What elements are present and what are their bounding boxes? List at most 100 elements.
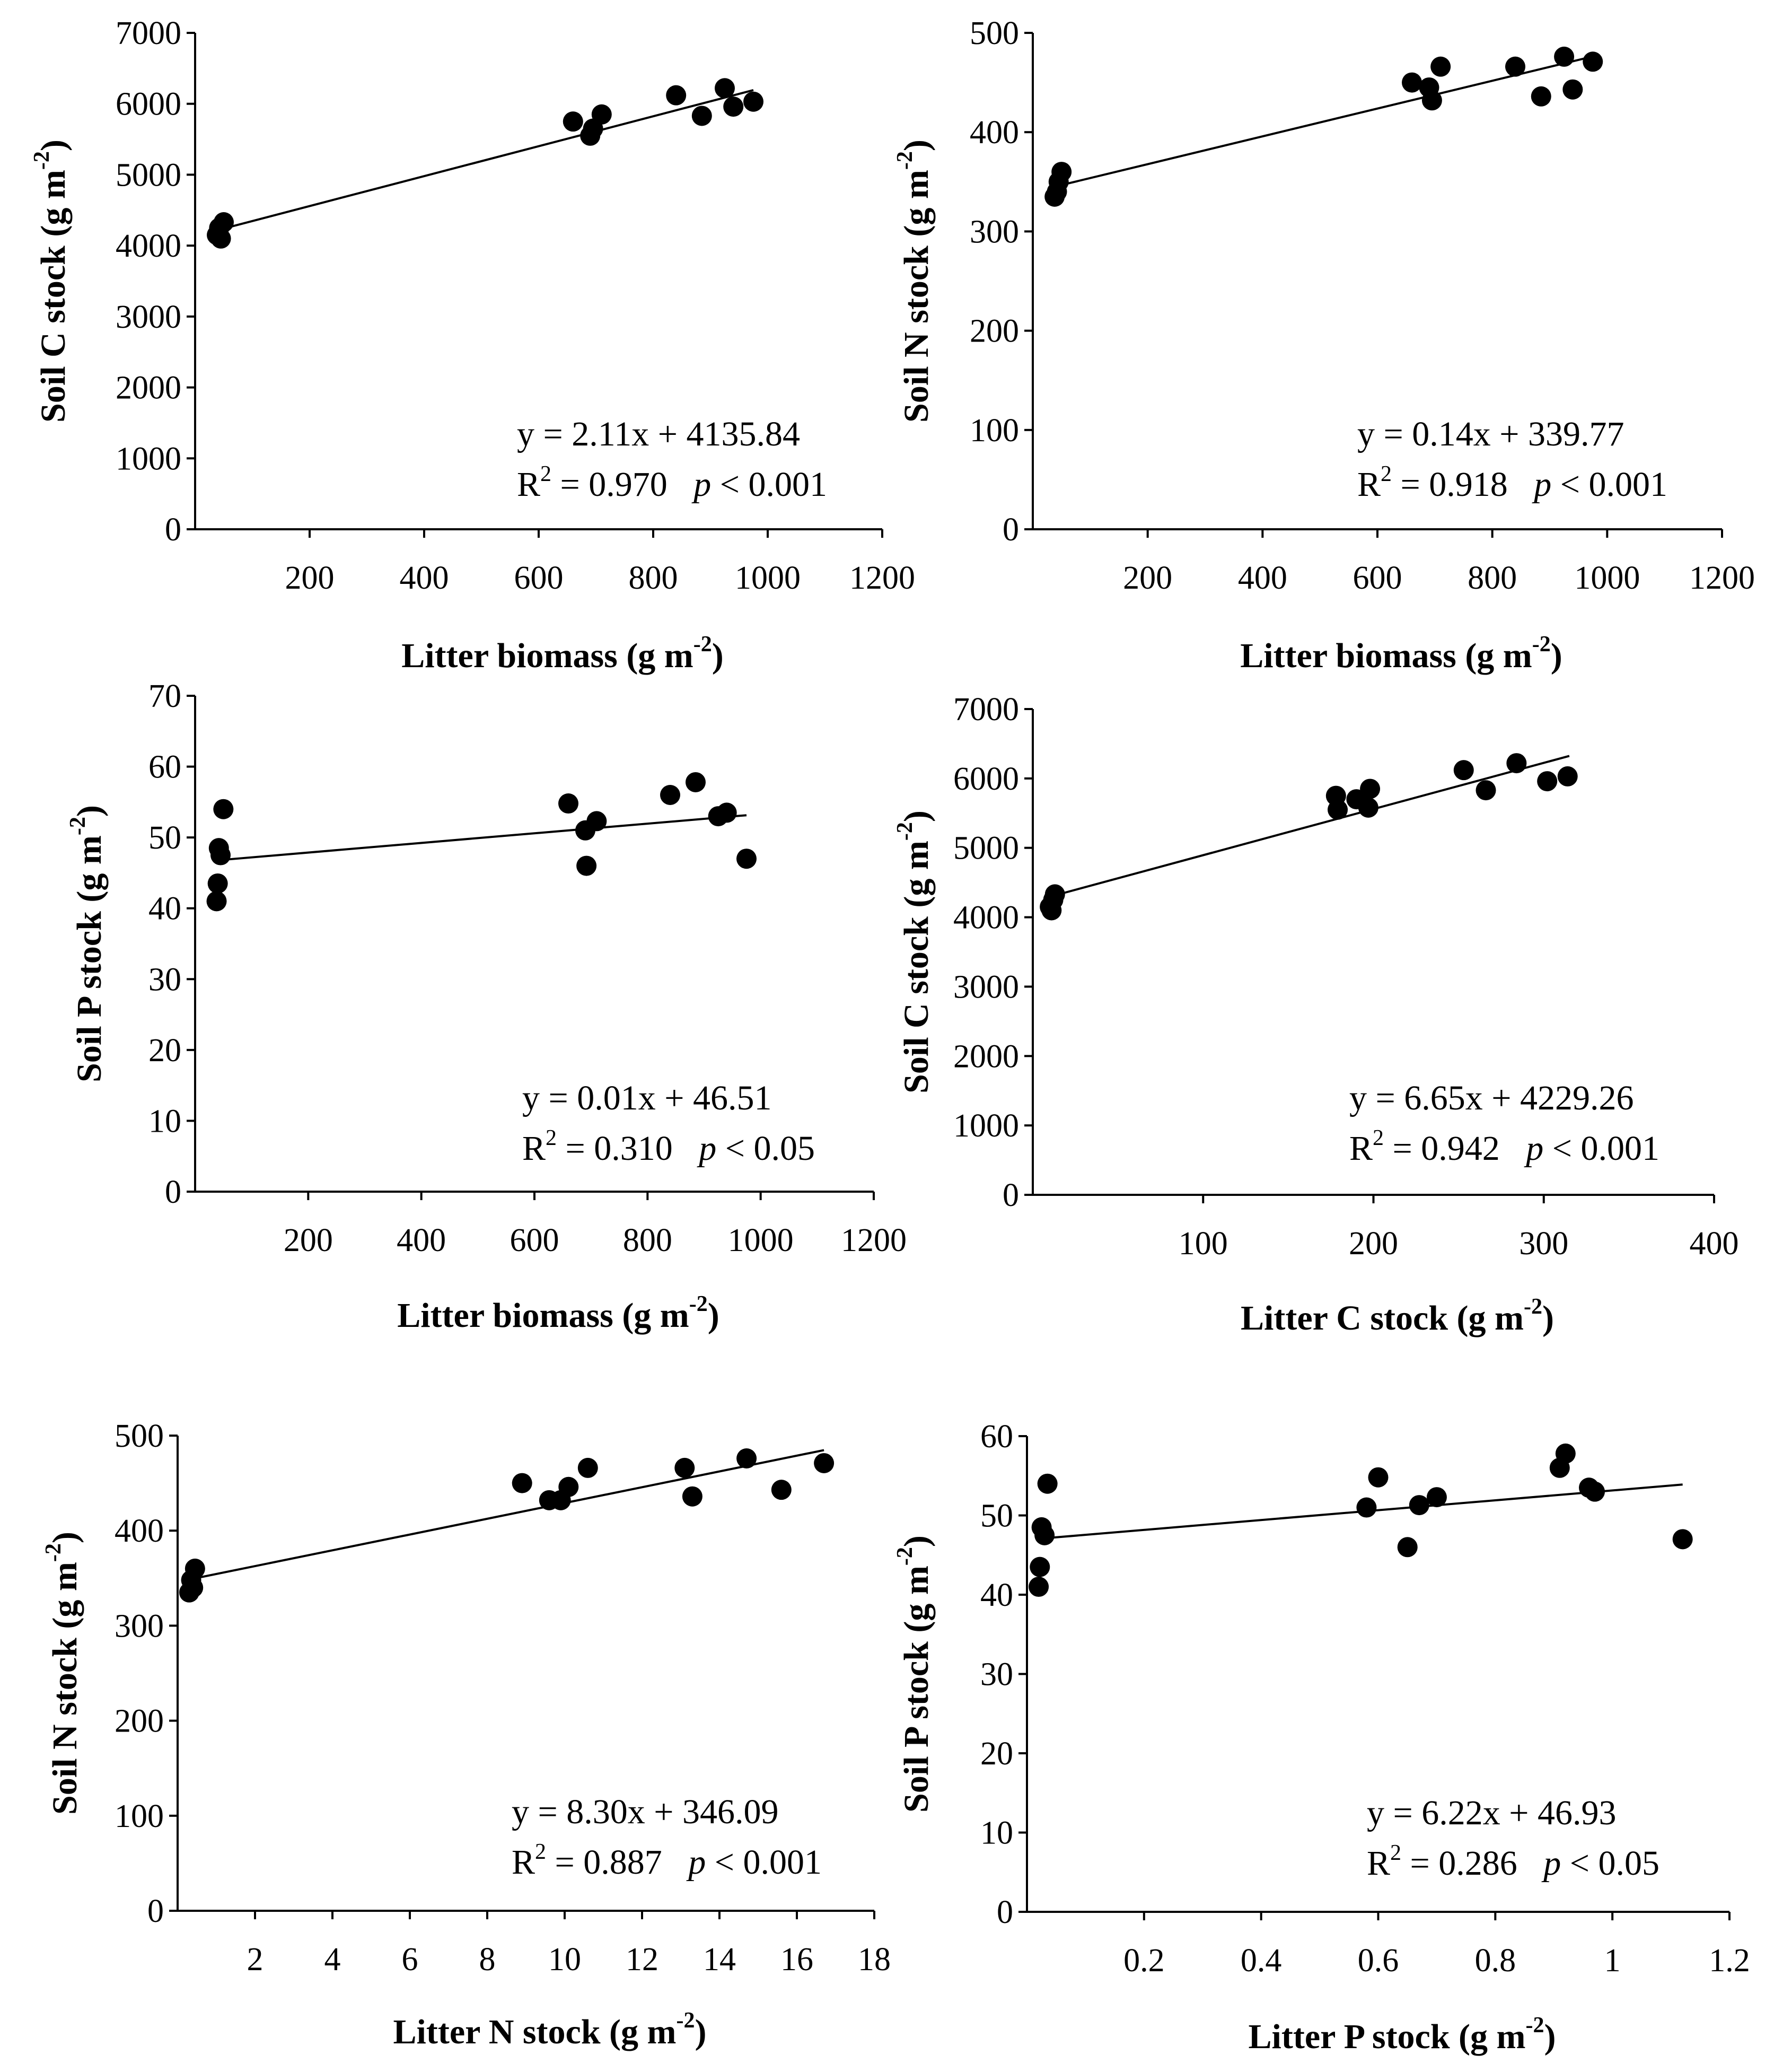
- x-tick-label: 12: [626, 1942, 658, 1978]
- data-point: [736, 849, 757, 869]
- y-axis-title: Soil P stock (g m-2): [66, 805, 109, 1082]
- y-tick-label: 50: [148, 820, 181, 856]
- y-tick-label: 60: [148, 749, 181, 785]
- data-point: [1044, 884, 1065, 905]
- y-tick-label: 200: [115, 1703, 164, 1739]
- regression-equation: y = 6.65x + 4229.26: [1349, 1079, 1634, 1117]
- y-tick-label: 400: [970, 115, 1019, 151]
- data-point: [723, 97, 744, 117]
- data-point: [185, 1558, 205, 1579]
- r-squared-and-p-value: R2 = 0.942 p < 0.001: [1349, 1126, 1659, 1168]
- regression-equation: y = 6.22x + 46.93: [1367, 1794, 1616, 1832]
- x-tick-label: 0.4: [1241, 1943, 1282, 1979]
- y-tick-label: 10: [148, 1103, 181, 1139]
- data-point: [1557, 766, 1578, 786]
- x-tick-label: 300: [1519, 1226, 1568, 1262]
- regression-equation: y = 0.14x + 339.77: [1357, 415, 1624, 453]
- x-axis-title: Litter biomass (g m-2): [397, 1292, 719, 1335]
- x-tick-label: 100: [1179, 1226, 1228, 1262]
- y-tick-label: 5000: [116, 157, 181, 193]
- y-tick-label: 0: [147, 1893, 164, 1929]
- data-point: [1029, 1577, 1049, 1597]
- x-tick-label: 14: [703, 1942, 736, 1978]
- y-tick-label: 3000: [953, 969, 1019, 1005]
- y-tick-label: 7000: [116, 15, 181, 51]
- data-point: [210, 228, 231, 249]
- data-point: [586, 811, 607, 832]
- data-point: [576, 855, 597, 876]
- data-point: [1426, 1487, 1447, 1508]
- data-point: [558, 793, 578, 814]
- regression-equation: y = 8.30x + 346.09: [512, 1793, 778, 1831]
- data-point: [1397, 1537, 1418, 1558]
- x-tick-label: 1200: [841, 1222, 907, 1258]
- chart-panel-4: 0 1000 2000 3000 4000 5000 6000 7000 100 200 300 40…: [893, 692, 1739, 1337]
- y-tick-label: 0: [165, 1174, 181, 1210]
- regression-equation: y = 0.01x + 46.51: [522, 1079, 771, 1117]
- data-point: [743, 91, 763, 112]
- regression-line: [1054, 55, 1593, 188]
- data-point: [666, 85, 687, 106]
- y-tick-label: 5000: [953, 830, 1019, 867]
- data-point: [736, 1448, 757, 1469]
- data-point: [214, 212, 234, 233]
- data-point: [213, 799, 234, 819]
- regression-line: [216, 814, 747, 862]
- y-tick-label: 2000: [116, 370, 181, 406]
- x-tick-label: 18: [858, 1942, 891, 1978]
- x-tick-label: 800: [629, 560, 678, 596]
- x-tick-label: 1200: [849, 560, 915, 596]
- data-point: [771, 1480, 792, 1500]
- data-point: [1506, 753, 1527, 774]
- x-axis-title: Litter biomass (g m-2): [1240, 632, 1562, 675]
- x-tick-label: 600: [1353, 560, 1402, 596]
- data-point: [716, 802, 737, 823]
- x-tick-label: 1200: [1689, 560, 1755, 596]
- y-tick-label: 2000: [953, 1038, 1019, 1074]
- regression-line: [216, 89, 754, 232]
- data-point: [1585, 1481, 1605, 1502]
- r-squared-and-p-value: R2 = 0.887 p < 0.001: [512, 1840, 822, 1882]
- y-tick-label: 200: [970, 313, 1019, 349]
- chart-panel-2: 0 100 200 300 400 500 200 400 600 800 1000 1200 Litt…: [893, 15, 1755, 675]
- data-point: [1562, 79, 1583, 100]
- data-point: [1583, 51, 1603, 72]
- x-tick-label: 0.2: [1123, 1943, 1165, 1979]
- y-tick-label: 6000: [116, 86, 181, 123]
- y-tick-label: 0: [997, 1894, 1013, 1930]
- x-tick-label: 400: [1690, 1226, 1739, 1262]
- x-tick-label: 200: [1349, 1226, 1398, 1262]
- y-tick-label: 500: [970, 15, 1019, 51]
- y-tick-label: 20: [148, 1033, 181, 1069]
- data-point: [210, 845, 231, 865]
- x-tick-label: 2: [247, 1942, 264, 1978]
- y-tick-label: 60: [980, 1419, 1013, 1455]
- data-point: [660, 785, 680, 805]
- data-point: [1505, 56, 1525, 77]
- x-axis-title: Litter C stock (g m-2): [1241, 1295, 1554, 1337]
- y-tick-label: 300: [970, 214, 1019, 250]
- y-axis-title: Soil N stock (g m-2): [893, 139, 936, 423]
- x-tick-label: 8: [479, 1942, 496, 1978]
- data-point: [206, 891, 227, 912]
- data-point: [1409, 1495, 1429, 1516]
- x-tick-label: 400: [1238, 560, 1287, 596]
- y-axis-title: Soil N stock (g m-2): [41, 1532, 84, 1815]
- regression-line: [189, 1449, 824, 1581]
- chart-panel-3: 0 10 20 30 40 50 60 70 200 400 600 800 1000 1200 Litte…: [66, 678, 907, 1335]
- y-tick-label: 4000: [953, 900, 1019, 936]
- data-point: [1358, 797, 1378, 818]
- y-axis-title: Soil C stock (g m-2): [30, 139, 73, 423]
- y-tick-label: 500: [115, 1418, 164, 1454]
- data-point: [674, 1457, 695, 1478]
- data-point: [577, 1457, 598, 1478]
- y-tick-label: 1000: [953, 1108, 1019, 1144]
- data-point: [1476, 780, 1496, 801]
- data-point: [207, 873, 228, 894]
- x-tick-label: 600: [510, 1222, 559, 1258]
- x-tick-label: 4: [324, 1942, 341, 1978]
- data-point: [715, 78, 735, 99]
- x-tick-label: 0.8: [1475, 1943, 1516, 1979]
- x-tick-label: 1.2: [1709, 1943, 1750, 1979]
- x-tick-label: 1000: [728, 1222, 794, 1258]
